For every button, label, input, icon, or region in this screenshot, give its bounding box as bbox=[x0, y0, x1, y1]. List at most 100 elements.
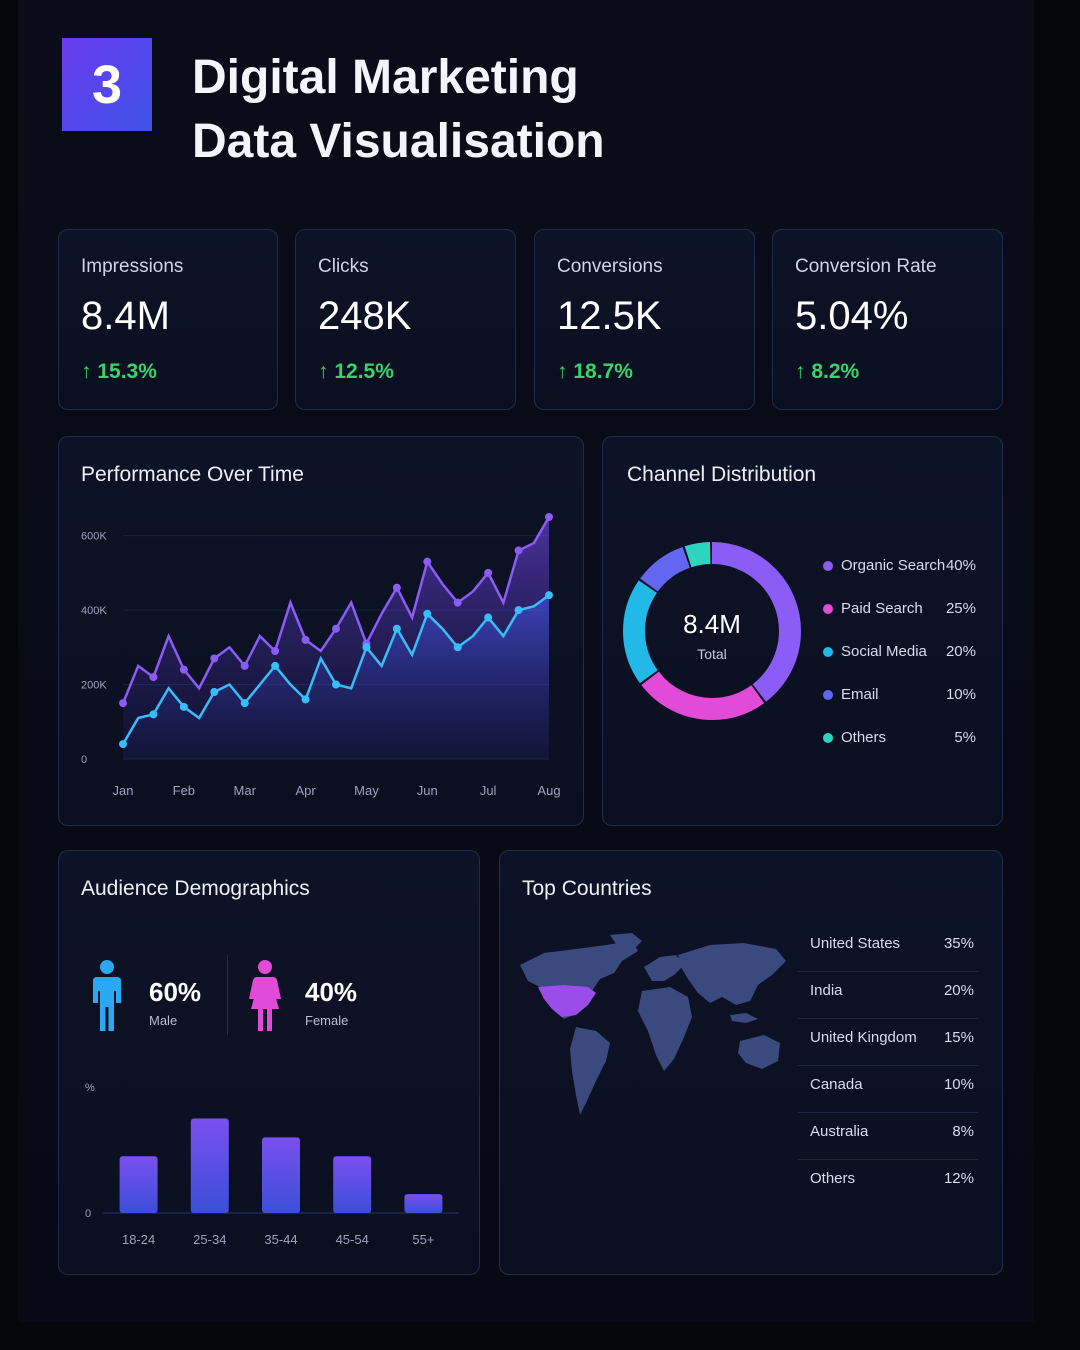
kpi-change: ↑ 18.7% bbox=[557, 360, 633, 384]
country-row[interactable]: United Kingdom 15% bbox=[798, 1025, 978, 1066]
data-point bbox=[484, 568, 493, 577]
donut-slice[interactable] bbox=[623, 542, 801, 720]
age-bar[interactable] bbox=[190, 1118, 229, 1214]
kpi-card-clicks[interactable]: Clicks 248K ↑ 12.5% bbox=[295, 229, 516, 410]
legend-swatch bbox=[823, 733, 833, 743]
age-bar[interactable] bbox=[119, 1156, 158, 1213]
male-icon bbox=[93, 960, 121, 1031]
country-name: Australia bbox=[810, 1123, 869, 1140]
kpi-card-conversions[interactable]: Conversions 12.5K ↑ 18.7% bbox=[534, 229, 755, 410]
kpi-label: Conversions bbox=[557, 256, 663, 277]
kpi-change: ↑ 8.2% bbox=[795, 360, 859, 384]
page-title-line-1: Digital Marketing bbox=[192, 51, 579, 104]
country-name: United Kingdom bbox=[810, 1029, 917, 1046]
age-bar-chart: % 0 18-24 25-34 35-44 45-54 55+ bbox=[85, 1082, 459, 1247]
x-tick-label: 35-44 bbox=[264, 1232, 297, 1247]
kpi-value: 12.5K bbox=[557, 294, 662, 338]
country-name: India bbox=[810, 982, 843, 999]
data-point bbox=[362, 643, 371, 652]
country-row[interactable]: Australia 8% bbox=[798, 1119, 978, 1160]
kpi-label: Impressions bbox=[81, 256, 184, 277]
country-name: United States bbox=[810, 935, 901, 952]
world-map bbox=[520, 933, 786, 1115]
x-tick-label: 18-24 bbox=[122, 1232, 155, 1247]
kpi-label: Clicks bbox=[318, 256, 369, 277]
kpi-value: 248K bbox=[318, 294, 412, 338]
kpi-card-impressions[interactable]: Impressions 8.4M ↑ 15.3% bbox=[58, 229, 278, 410]
x-tick-label: 55+ bbox=[412, 1232, 434, 1247]
performance-title: Performance Over Time bbox=[81, 463, 304, 486]
y-tick-label: 400K bbox=[81, 605, 107, 617]
country-share: 8% bbox=[952, 1123, 974, 1140]
country-row[interactable]: India 20% bbox=[798, 978, 978, 1019]
performance-line-chart: 0 200K 400K 600K Jan Feb Mar Apr May Jun Jul Aug bbox=[81, 513, 561, 798]
female-percentage: 40% bbox=[305, 977, 358, 1007]
x-tick-label: 45-54 bbox=[336, 1232, 369, 1247]
kpi-card-conversion-rate[interactable]: Conversion Rate 5.04% ↑ 8.2% bbox=[772, 229, 1003, 410]
country-row[interactable]: Others 12% bbox=[798, 1166, 978, 1206]
data-point bbox=[514, 546, 523, 555]
legend-label: Email bbox=[841, 686, 879, 703]
legend-swatch bbox=[823, 561, 833, 571]
legend-swatch bbox=[823, 647, 833, 657]
age-bar[interactable] bbox=[262, 1137, 300, 1213]
africa-shape bbox=[638, 987, 692, 1071]
y-tick-label: 600K bbox=[81, 531, 107, 543]
legend-label: Paid Search bbox=[841, 600, 923, 617]
male-label: Male bbox=[149, 1013, 178, 1028]
age-bar[interactable] bbox=[404, 1194, 443, 1213]
countries-title: Top Countries bbox=[522, 877, 652, 900]
legend-swatch bbox=[823, 604, 833, 614]
kpi-change: ↑ 12.5% bbox=[318, 360, 394, 384]
data-point bbox=[301, 635, 310, 644]
kpi-change: ↑ 15.3% bbox=[81, 360, 157, 384]
male-percentage: 60% bbox=[149, 977, 202, 1007]
x-tick-label: May bbox=[354, 783, 379, 798]
donut-slice[interactable] bbox=[623, 542, 801, 720]
arrow-up-icon: ↑ bbox=[81, 360, 98, 383]
kpi-change-value: 12.5% bbox=[334, 360, 394, 383]
demographics-divider bbox=[227, 955, 228, 1035]
channel-donut-chart: 8.4M Total bbox=[623, 542, 801, 720]
country-row[interactable]: United States 35% bbox=[798, 931, 978, 972]
data-point bbox=[545, 591, 553, 600]
performance-card: Performance Over Time 0 200K 400K 600K Jan Fe… bbox=[58, 436, 584, 826]
legend-label: Social Media bbox=[841, 643, 927, 660]
greenland-shape bbox=[610, 933, 642, 949]
data-point bbox=[392, 624, 401, 633]
arrow-up-icon: ↑ bbox=[557, 360, 574, 383]
age-bar[interactable] bbox=[333, 1156, 372, 1213]
asia-shape bbox=[678, 943, 786, 1005]
series-area bbox=[123, 595, 549, 759]
country-name: Others bbox=[810, 1170, 856, 1187]
kpi-value: 8.4M bbox=[81, 294, 170, 338]
data-point bbox=[423, 557, 432, 566]
legend-value: 25% bbox=[945, 600, 976, 617]
indonesia-shape bbox=[730, 1013, 758, 1023]
highlighted-country-usa bbox=[538, 985, 596, 1017]
data-point bbox=[453, 643, 462, 652]
data-point bbox=[210, 687, 219, 696]
x-tick-label: Apr bbox=[295, 783, 316, 798]
data-point bbox=[119, 699, 127, 708]
section-number-badge: 3 bbox=[62, 38, 152, 131]
x-tick-label: 25-34 bbox=[193, 1232, 226, 1247]
x-tick-label: Feb bbox=[173, 783, 195, 798]
badge-number: 3 bbox=[91, 54, 123, 115]
channel-title: Channel Distribution bbox=[627, 463, 817, 486]
data-point bbox=[301, 695, 310, 704]
country-row[interactable]: Canada 10% bbox=[798, 1072, 978, 1113]
data-point bbox=[271, 647, 280, 656]
data-point bbox=[210, 654, 219, 663]
data-point bbox=[332, 680, 340, 689]
data-point bbox=[149, 710, 158, 719]
x-tick-label: Aug bbox=[537, 783, 560, 798]
data-point bbox=[545, 513, 553, 521]
donut-slice[interactable] bbox=[623, 542, 801, 720]
kpi-change-value: 15.3% bbox=[97, 360, 157, 383]
data-point bbox=[271, 661, 280, 670]
x-tick-label: Jun bbox=[417, 783, 438, 798]
x-tick-label: Mar bbox=[234, 783, 257, 798]
demographics-card: Audience Demographics 60% Male 40% Femal… bbox=[58, 850, 480, 1275]
female-icon bbox=[249, 960, 281, 1031]
